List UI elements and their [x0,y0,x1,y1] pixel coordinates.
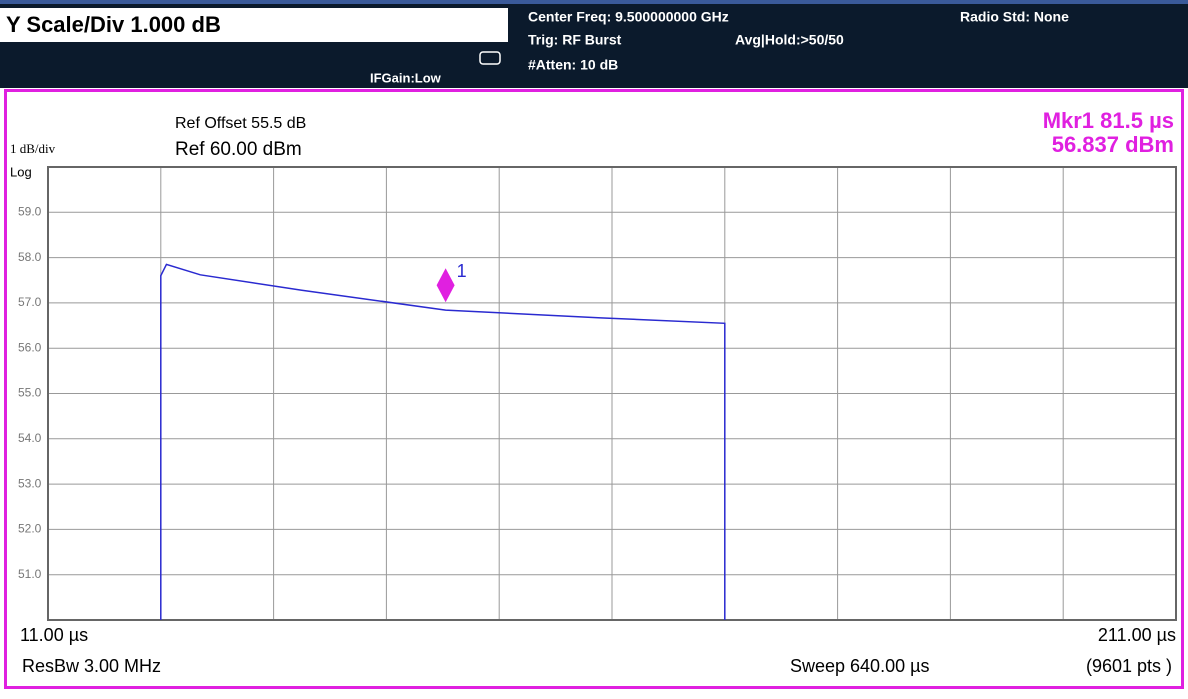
res-bw: ResBw 3.00 MHz [22,656,161,676]
attenuation: #Atten: 10 dB [528,57,618,73]
scale-label: 1 dB/div [10,141,56,156]
plot-border [47,166,1177,621]
x-tick-label: 211.00 µs [1098,625,1176,645]
y-tick-label: Log [10,164,32,179]
y-tick-label: 59.0 [18,204,42,218]
y-tick-label: 52.0 [18,522,42,536]
radio-std: Radio Std: None [960,9,1069,25]
y-tick-label: 51.0 [18,567,42,581]
scale-box [0,8,508,42]
sweep-points: (9601 pts ) [1086,656,1172,676]
x-tick-label: 11.00 µs [20,625,88,645]
y-tick-label: 58.0 [18,250,42,264]
scale-text: Y Scale/Div 1.000 dB [6,12,221,37]
display-frame [4,89,1184,689]
marker-value-readout: 56.837 dBm [1052,132,1174,157]
if-gain: IFGain:Low [370,70,442,85]
y-tick-label: 53.0 [18,476,42,490]
marker-label: 1 [457,261,467,281]
avg-hold: Avg|Hold:>50/50 [735,32,844,48]
marker-x-readout: Mkr1 81.5 µs [1043,108,1174,133]
y-tick-label: 55.0 [18,386,42,400]
trigger: Trig: RF Burst [528,32,622,48]
sweep-time: Sweep 640.00 µs [790,656,929,676]
y-tick-label: 56.0 [18,340,42,354]
ref-offset: Ref Offset 55.5 dB [175,115,306,132]
center-freq: Center Freq: 9.500000000 GHz [528,9,729,25]
trace [160,263,726,620]
ref-level: Ref 60.00 dBm [175,139,302,160]
y-tick-label: 54.0 [18,431,42,445]
marker [436,268,455,303]
top-strip [0,0,1188,4]
sweep-icon [479,51,501,65]
y-tick-label: 57.0 [18,295,42,309]
